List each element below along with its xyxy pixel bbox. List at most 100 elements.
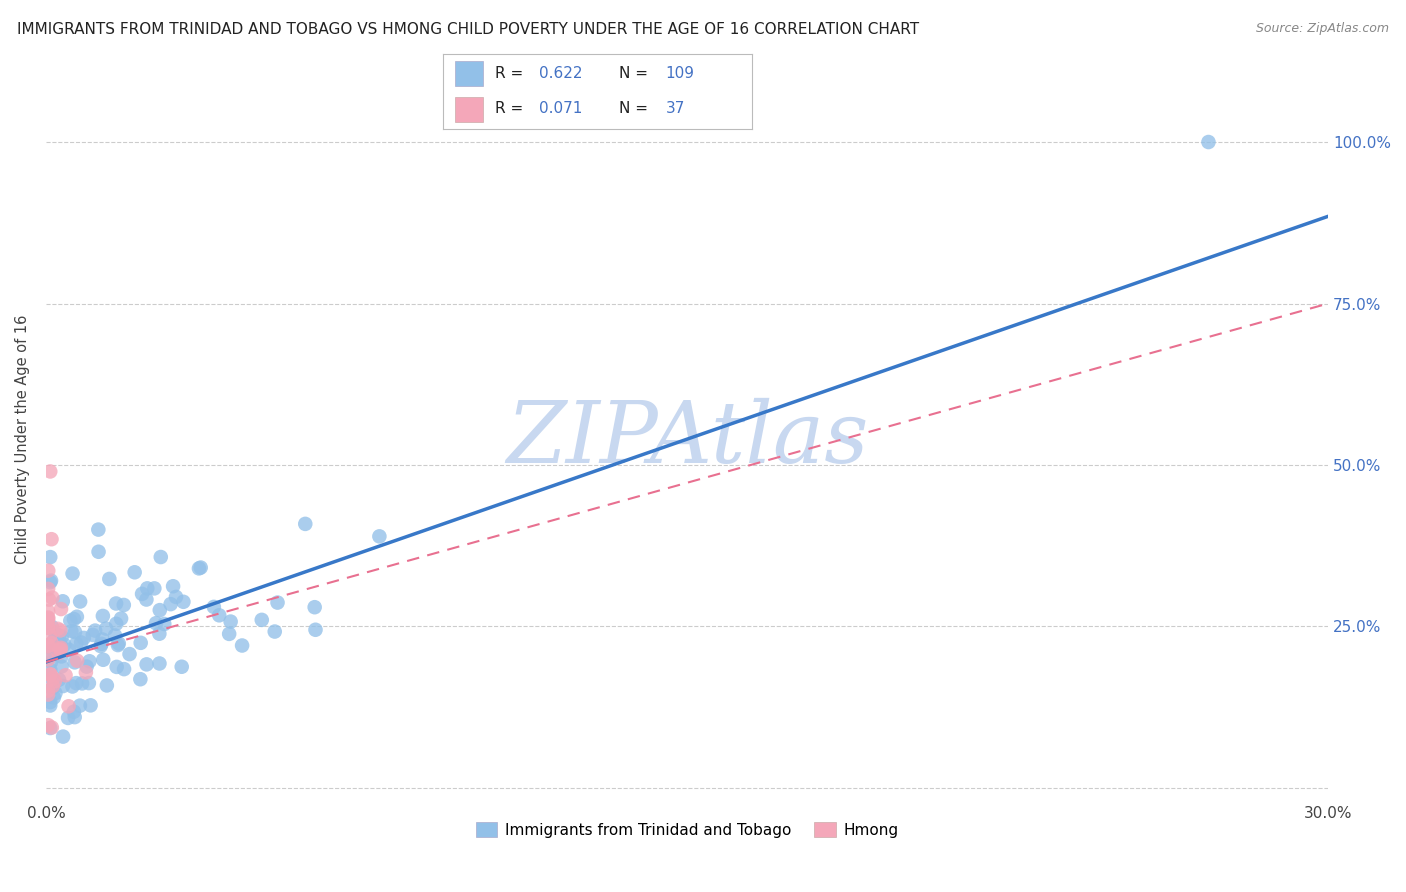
Point xyxy=(48,673,70,687)
Point xyxy=(44,674,66,689)
Point xyxy=(136,582,159,596)
Point xyxy=(41,721,63,735)
Point xyxy=(129,636,152,650)
Point xyxy=(55,668,77,682)
Point xyxy=(42,643,65,657)
Point xyxy=(39,629,62,643)
Point xyxy=(39,550,62,565)
Point xyxy=(66,609,89,624)
Point xyxy=(190,560,212,574)
Point xyxy=(202,599,225,614)
Point xyxy=(263,624,285,639)
Point xyxy=(39,663,62,677)
Point xyxy=(69,594,91,608)
Point xyxy=(90,639,112,653)
Point xyxy=(37,621,59,635)
Text: R =: R = xyxy=(495,67,529,81)
Point xyxy=(110,611,132,625)
Point xyxy=(107,638,129,652)
Point xyxy=(49,642,72,657)
Text: R =: R = xyxy=(495,102,529,116)
Point xyxy=(42,690,65,705)
Text: 109: 109 xyxy=(665,67,695,81)
Text: 37: 37 xyxy=(665,102,685,116)
Point xyxy=(41,532,63,546)
Point xyxy=(42,671,65,685)
Point xyxy=(51,649,73,664)
Point xyxy=(46,622,69,636)
Text: 0.071: 0.071 xyxy=(538,102,582,116)
Point xyxy=(63,705,86,719)
Point xyxy=(62,680,84,694)
Point xyxy=(49,602,72,616)
Point xyxy=(162,579,184,593)
Point xyxy=(52,679,75,693)
Point xyxy=(219,615,242,629)
Point xyxy=(87,523,110,537)
Point xyxy=(49,624,72,638)
Point xyxy=(231,639,253,653)
Point xyxy=(39,667,62,681)
Point xyxy=(63,710,86,724)
Point xyxy=(77,676,100,690)
Point xyxy=(37,683,59,698)
Point xyxy=(46,634,69,648)
Point xyxy=(37,610,59,624)
Point xyxy=(131,587,153,601)
Point xyxy=(39,670,62,684)
Point xyxy=(63,625,86,640)
Point xyxy=(51,659,73,673)
Point xyxy=(41,620,63,634)
Point xyxy=(69,698,91,713)
Legend: Immigrants from Trinidad and Tobago, Hmong: Immigrants from Trinidad and Tobago, Hmo… xyxy=(470,816,904,844)
Text: N =: N = xyxy=(619,67,652,81)
Point xyxy=(170,659,193,673)
Point xyxy=(124,566,146,580)
Point xyxy=(41,636,63,650)
Point xyxy=(38,592,60,607)
Point xyxy=(39,649,62,664)
Point xyxy=(37,604,59,618)
Point xyxy=(51,630,73,644)
Point xyxy=(70,635,93,649)
Y-axis label: Child Poverty Under the Age of 16: Child Poverty Under the Age of 16 xyxy=(15,315,30,564)
Point xyxy=(49,640,72,655)
Point xyxy=(148,657,170,671)
Point xyxy=(39,465,62,479)
Point xyxy=(250,613,273,627)
Point xyxy=(135,592,157,607)
Point xyxy=(39,655,62,669)
Point xyxy=(149,549,172,564)
Point xyxy=(112,662,135,676)
Point xyxy=(159,597,181,611)
Point xyxy=(91,609,114,624)
Point xyxy=(37,639,59,653)
Point xyxy=(129,672,152,686)
Point xyxy=(39,574,62,588)
Point xyxy=(1198,135,1220,149)
Point xyxy=(37,611,59,625)
Point xyxy=(66,654,89,668)
Point xyxy=(104,628,127,642)
Text: 0.622: 0.622 xyxy=(538,67,582,81)
Point xyxy=(41,591,63,605)
Point xyxy=(38,639,60,653)
Point xyxy=(48,646,70,660)
Point xyxy=(44,632,66,646)
Point xyxy=(52,594,75,608)
Point xyxy=(79,698,101,713)
Point xyxy=(37,688,59,702)
Point xyxy=(63,656,86,670)
Point xyxy=(188,561,211,575)
Point xyxy=(37,621,59,635)
Point xyxy=(58,642,80,657)
Point xyxy=(52,730,75,744)
Point xyxy=(105,616,128,631)
Point xyxy=(107,636,129,650)
Text: IMMIGRANTS FROM TRINIDAD AND TOBAGO VS HMONG CHILD POVERTY UNDER THE AGE OF 16 C: IMMIGRANTS FROM TRINIDAD AND TOBAGO VS H… xyxy=(17,22,920,37)
Point xyxy=(82,628,104,642)
Point xyxy=(41,681,63,696)
Point xyxy=(39,698,62,713)
Point xyxy=(44,686,66,700)
Point xyxy=(59,614,82,628)
